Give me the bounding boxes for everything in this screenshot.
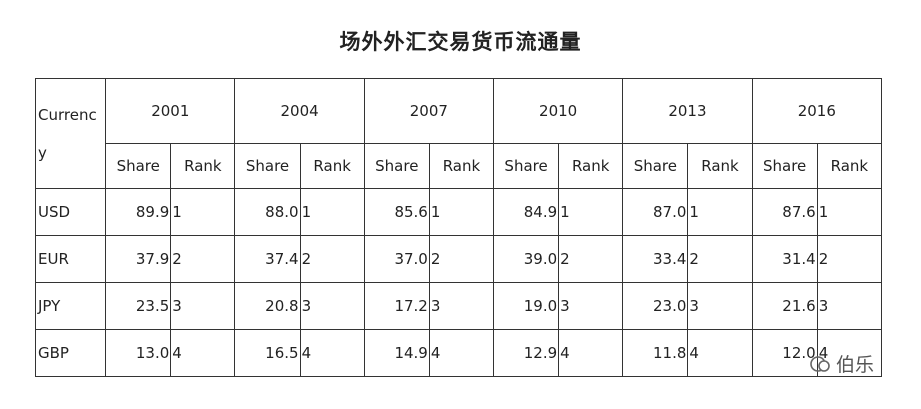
share: 39.0 <box>492 235 560 283</box>
year-header: 2016 <box>751 78 883 144</box>
year-header: 2013 <box>622 78 753 144</box>
rank-header: Rank <box>428 143 495 189</box>
rank: 2 <box>170 235 236 283</box>
currency-header: Currency <box>34 78 107 189</box>
rank: 1 <box>299 188 365 236</box>
share: 23.0 <box>622 282 689 330</box>
rank: 3 <box>816 282 883 330</box>
year-header: 2004 <box>234 78 365 144</box>
watermark-icon <box>810 355 830 372</box>
rank-header: Rank <box>816 143 883 189</box>
header-row: Currency 2001 2004 2007 2010 2013 2016 <box>34 78 883 189</box>
rank: 3 <box>687 282 753 330</box>
rank: 2 <box>558 235 624 283</box>
share: 87.6 <box>751 188 818 236</box>
share-header: Share <box>105 143 172 189</box>
rank-header: Rank <box>170 143 236 189</box>
watermark: 伯乐 <box>808 350 874 377</box>
year-header: 2007 <box>363 78 495 144</box>
title: 场外外汇交易货币流通量 <box>339 30 582 54</box>
year-header: 2001 <box>105 78 236 144</box>
currency: GBP <box>34 329 107 377</box>
share: 37.9 <box>105 235 172 283</box>
share-header: Share <box>751 143 818 189</box>
subheader-row: Share Rank Share Rank Share Rank Share Rank Shar… <box>36 143 883 189</box>
share: 12.9 <box>492 329 560 377</box>
share: 19.0 <box>492 282 560 330</box>
rank: 3 <box>299 282 365 330</box>
rank: 1 <box>428 188 495 236</box>
share: 11.8 <box>622 329 689 377</box>
rank: 3 <box>428 282 495 330</box>
rank: 1 <box>816 188 883 236</box>
share: 17.2 <box>363 282 430 330</box>
data-row: GBP 13.0 4 16.5 4 14.9 4 12.9 4 11.8 4 12.0 4 <box>34 329 883 377</box>
rank-header: Rank <box>558 143 624 189</box>
currency: EUR <box>34 235 107 283</box>
rank: 3 <box>558 282 624 330</box>
rank: 2 <box>428 235 495 283</box>
share-header: Share <box>363 143 430 189</box>
share: 23.5 <box>105 282 172 330</box>
table: Currency 2001 2004 2007 2010 2013 2016 Share Ran… <box>34 78 883 377</box>
rank: 4 <box>170 329 236 377</box>
year-header: 2010 <box>492 78 624 144</box>
share: 33.4 <box>622 235 689 283</box>
data-row: USD 89.9 1 88.0 1 85.6 1 84.9 1 87.0 1 87.6 1 <box>34 188 883 236</box>
rank: 3 <box>170 282 236 330</box>
data-row: JPY 23.5 3 20.8 3 17.2 3 19.0 3 23.0 3 21.6 3 <box>34 282 883 330</box>
currency: JPY <box>34 282 107 330</box>
rank: 1 <box>558 188 624 236</box>
rank: 1 <box>170 188 236 236</box>
share-header: Share <box>622 143 689 189</box>
currency: USD <box>34 188 107 236</box>
share: 88.0 <box>234 188 301 236</box>
share: 21.6 <box>751 282 818 330</box>
rank-header: Rank <box>299 143 365 189</box>
share: 87.0 <box>622 188 689 236</box>
rank-header: Rank <box>687 143 753 189</box>
watermark-text: 伯乐 <box>836 354 875 376</box>
rank: 2 <box>687 235 753 283</box>
share: 31.4 <box>751 235 818 283</box>
rank: 2 <box>299 235 365 283</box>
rank: 4 <box>558 329 624 377</box>
share: 84.9 <box>492 188 560 236</box>
rank: 4 <box>687 329 753 377</box>
rank: 4 <box>428 329 495 377</box>
share: 37.0 <box>363 235 430 283</box>
share: 20.8 <box>234 282 301 330</box>
rank: 4 <box>299 329 365 377</box>
share: 14.9 <box>363 329 430 377</box>
share-header: Share <box>492 143 560 189</box>
share: 16.5 <box>234 329 301 377</box>
rank: 2 <box>816 235 883 283</box>
share: 13.0 <box>105 329 172 377</box>
share: 85.6 <box>363 188 430 236</box>
share-header: Share <box>234 143 301 189</box>
share: 89.9 <box>105 188 172 236</box>
rank: 1 <box>687 188 753 236</box>
share: 12.0 <box>751 329 818 377</box>
share: 37.4 <box>234 235 301 283</box>
data-row: EUR 37.9 2 37.4 2 37.0 2 39.0 2 33.4 2 31.4 2 <box>34 235 883 283</box>
